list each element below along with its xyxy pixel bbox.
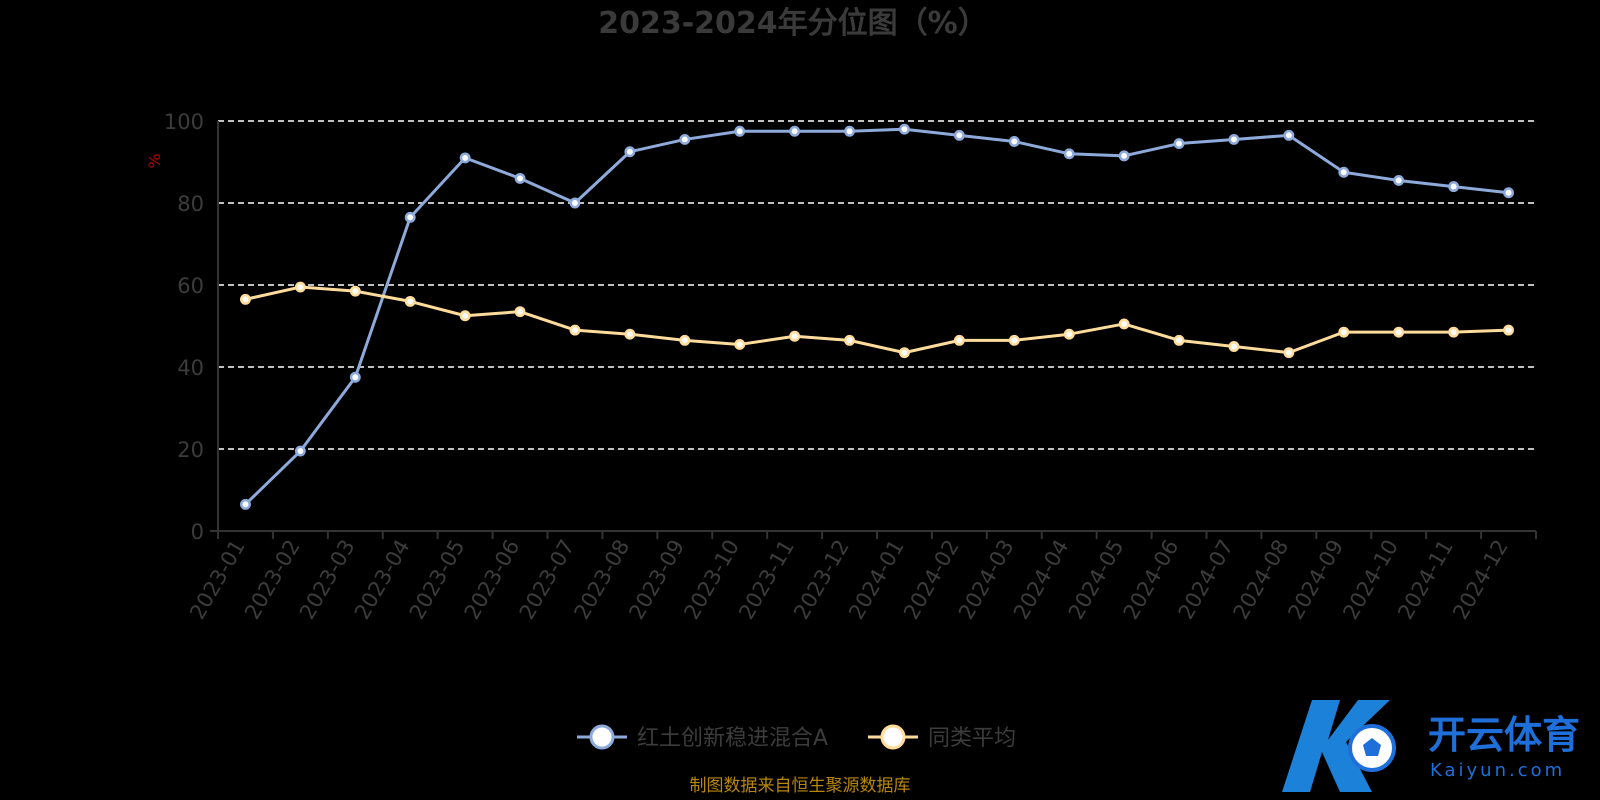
data-point xyxy=(1008,334,1020,346)
legend-marker xyxy=(880,724,906,750)
data-point xyxy=(1503,324,1514,336)
data-point xyxy=(459,152,471,164)
data-point xyxy=(899,347,910,359)
legend-label: 同类平均 xyxy=(928,726,1016,751)
series-layer xyxy=(240,123,1514,510)
data-point xyxy=(1118,318,1130,330)
data-point xyxy=(1173,138,1185,150)
data-point xyxy=(624,328,636,340)
data-point xyxy=(1338,166,1350,178)
data-point xyxy=(734,125,746,137)
data-point xyxy=(1448,326,1460,338)
legend-label: 红土创新稳进混合A xyxy=(637,726,828,751)
data-point xyxy=(294,445,306,457)
series-line-2 xyxy=(245,285,1509,355)
series-line-1 xyxy=(244,127,1509,506)
data-point xyxy=(1063,328,1075,340)
data-point xyxy=(624,146,636,158)
data-point xyxy=(789,125,801,137)
data-point xyxy=(1393,175,1405,186)
data-point xyxy=(679,334,691,346)
data-point xyxy=(1503,187,1514,199)
y-tick-label: 60 xyxy=(177,274,204,298)
data-point xyxy=(1118,150,1130,162)
soccer-ball-logo-icon xyxy=(1282,700,1396,792)
data-point xyxy=(459,310,471,322)
legend-marker xyxy=(589,724,615,750)
data-point xyxy=(404,295,416,307)
data-point xyxy=(1008,136,1020,147)
data-point xyxy=(514,306,526,318)
data-point xyxy=(514,172,526,184)
watermark-logo: 开云体育 Kaiyun.com xyxy=(1282,700,1580,792)
watermark-brand-cn: 开云体育 xyxy=(1428,713,1580,757)
data-point xyxy=(240,293,251,305)
data-point xyxy=(294,281,306,293)
legend: 红土创新稳进混合A 同类平均 xyxy=(577,724,1016,751)
data-point xyxy=(953,334,965,346)
data-point xyxy=(240,498,251,510)
data-point xyxy=(1393,326,1405,338)
data-point xyxy=(1448,181,1460,193)
data-point xyxy=(349,285,361,297)
data-point xyxy=(953,129,965,141)
data-point xyxy=(349,371,361,383)
data-point xyxy=(1063,148,1075,160)
y-tick-label: 20 xyxy=(177,438,204,462)
y-tick-label: 100 xyxy=(164,110,204,134)
data-point xyxy=(734,339,746,350)
data-point xyxy=(844,125,855,137)
data-point xyxy=(569,197,581,209)
chart-title: 2023-2024年分位图（%） xyxy=(598,6,988,41)
data-point xyxy=(1228,341,1240,352)
data-point xyxy=(899,123,910,135)
data-point xyxy=(1283,347,1295,359)
y-axis-unit: % xyxy=(145,153,164,168)
y-tick-label: 80 xyxy=(177,192,204,216)
data-point xyxy=(844,334,855,346)
data-point xyxy=(1173,334,1185,346)
x-tick-label: 2024-12 xyxy=(1448,536,1513,624)
data-point xyxy=(569,324,581,336)
data-point xyxy=(1283,129,1295,141)
data-point xyxy=(1228,134,1240,145)
watermark-brand-en: Kaiyun.com xyxy=(1430,760,1565,781)
y-tick-label: 0 xyxy=(191,520,204,544)
source-note: 制图数据来自恒生聚源数据库 xyxy=(690,776,911,796)
data-point xyxy=(789,330,801,342)
y-tick-label: 40 xyxy=(177,356,204,380)
data-point xyxy=(679,134,691,145)
data-point xyxy=(1338,326,1350,338)
data-point xyxy=(404,211,416,223)
